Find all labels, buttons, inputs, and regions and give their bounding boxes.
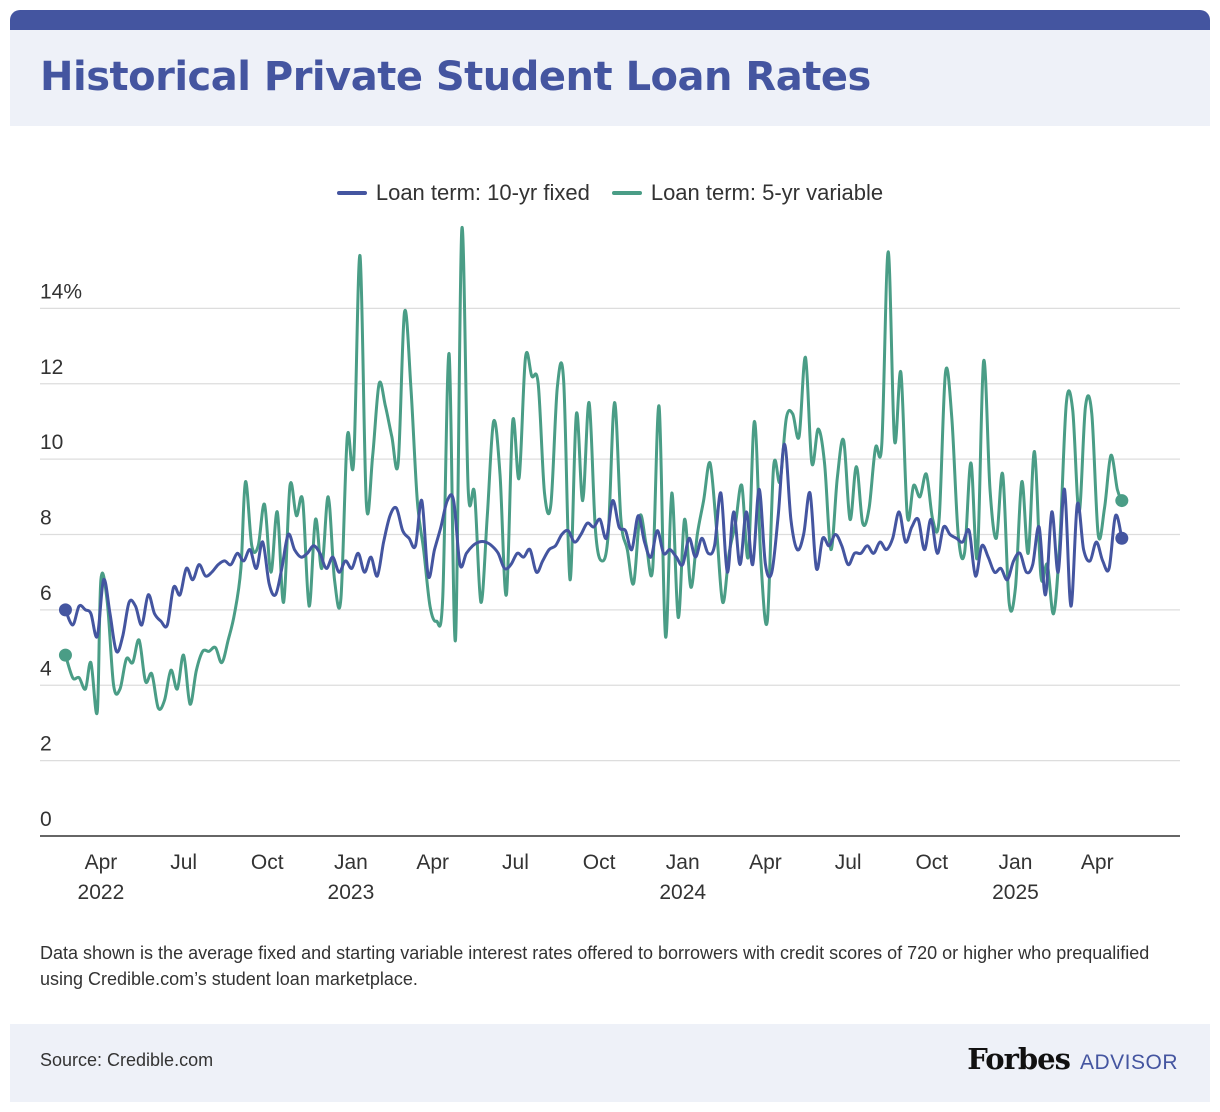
legend-swatch-variable: [611, 191, 642, 195]
chart-title: Historical Private Student Loan Rates: [40, 54, 871, 100]
y-tick-label: 14%: [40, 280, 82, 303]
gridlines: [40, 307, 1180, 837]
y-tick-label: 0: [40, 808, 52, 831]
x-tick-year-label: 2022: [78, 881, 125, 904]
y-tick-label: 4: [40, 657, 52, 680]
series-lines: [58, 225, 1129, 716]
x-tick-label: Apr: [85, 851, 118, 874]
x-tick-label: Apr: [416, 851, 449, 874]
x-tick-label: Apr: [749, 851, 782, 874]
y-tick-label: 10: [40, 431, 63, 454]
x-tick-label: Jan: [334, 851, 368, 874]
x-tick-label: Jul: [502, 851, 529, 874]
x-tick-label: Oct: [915, 851, 948, 874]
series-start-marker-variable: [58, 648, 72, 662]
y-tick-label: 12: [40, 356, 63, 379]
logo-subtext: ADVISOR: [1079, 1051, 1178, 1074]
logo-wordmark: Forbes: [967, 1042, 1071, 1076]
series-start-marker-fixed: [58, 603, 72, 617]
top-accent-bar: [10, 10, 1210, 30]
source-text: Source: Credible.com: [40, 1050, 214, 1070]
x-tick-label: Jan: [666, 851, 700, 874]
footer-bar: Source: Credible.com Forbes ADVISOR: [10, 1024, 1210, 1102]
series-line-fixed: [64, 442, 1124, 654]
x-tick-label: Oct: [583, 851, 616, 874]
legend-item-variable: Loan term: 5-yr variable: [611, 180, 884, 206]
x-tick-year-label: 2023: [328, 881, 375, 904]
chart-legend: Loan term: 10-yr fixed Loan term: 5-yr v…: [0, 180, 1220, 206]
x-tick-label: Jul: [170, 851, 197, 874]
legend-item-fixed: Loan term: 10-yr fixed: [336, 180, 590, 206]
x-tick-year-label: 2024: [659, 881, 706, 904]
x-tick-year-label: 2025: [992, 881, 1039, 904]
legend-swatch-fixed: [336, 191, 367, 195]
x-tick-label: Apr: [1081, 851, 1114, 874]
line-chart: 0 2 4 6 8 10 12 14% Apr 2022 Jul Oct Jan 2023 Apr Jul O…: [40, 225, 1180, 904]
x-tick-label: Jul: [835, 851, 862, 874]
legend-label-variable: Loan term: 5-yr variable: [650, 180, 884, 205]
forbes-advisor-logo: Forbes ADVISOR: [967, 1042, 1178, 1076]
series-end-marker-variable: [1115, 494, 1129, 508]
y-tick-label: 6: [40, 582, 52, 605]
y-tick-label: 8: [40, 507, 52, 530]
y-axis-ticks: 0 2 4 6 8 10 12 14%: [40, 280, 82, 831]
legend-label-fixed: Loan term: 10-yr fixed: [375, 180, 590, 205]
x-tick-label: Oct: [251, 851, 284, 874]
series-end-marker-fixed: [1115, 531, 1129, 545]
y-tick-label: 2: [40, 733, 52, 756]
title-banner: Historical Private Student Loan Rates: [10, 30, 1210, 126]
series-line-variable: [64, 225, 1124, 716]
x-axis-ticks: Apr 2022 Jul Oct Jan 2023 Apr Jul Oct Jan 2024 Apr J…: [78, 851, 1114, 904]
x-tick-label: Jan: [999, 851, 1033, 874]
footnote: Data shown is the average fixed and star…: [40, 943, 1150, 989]
